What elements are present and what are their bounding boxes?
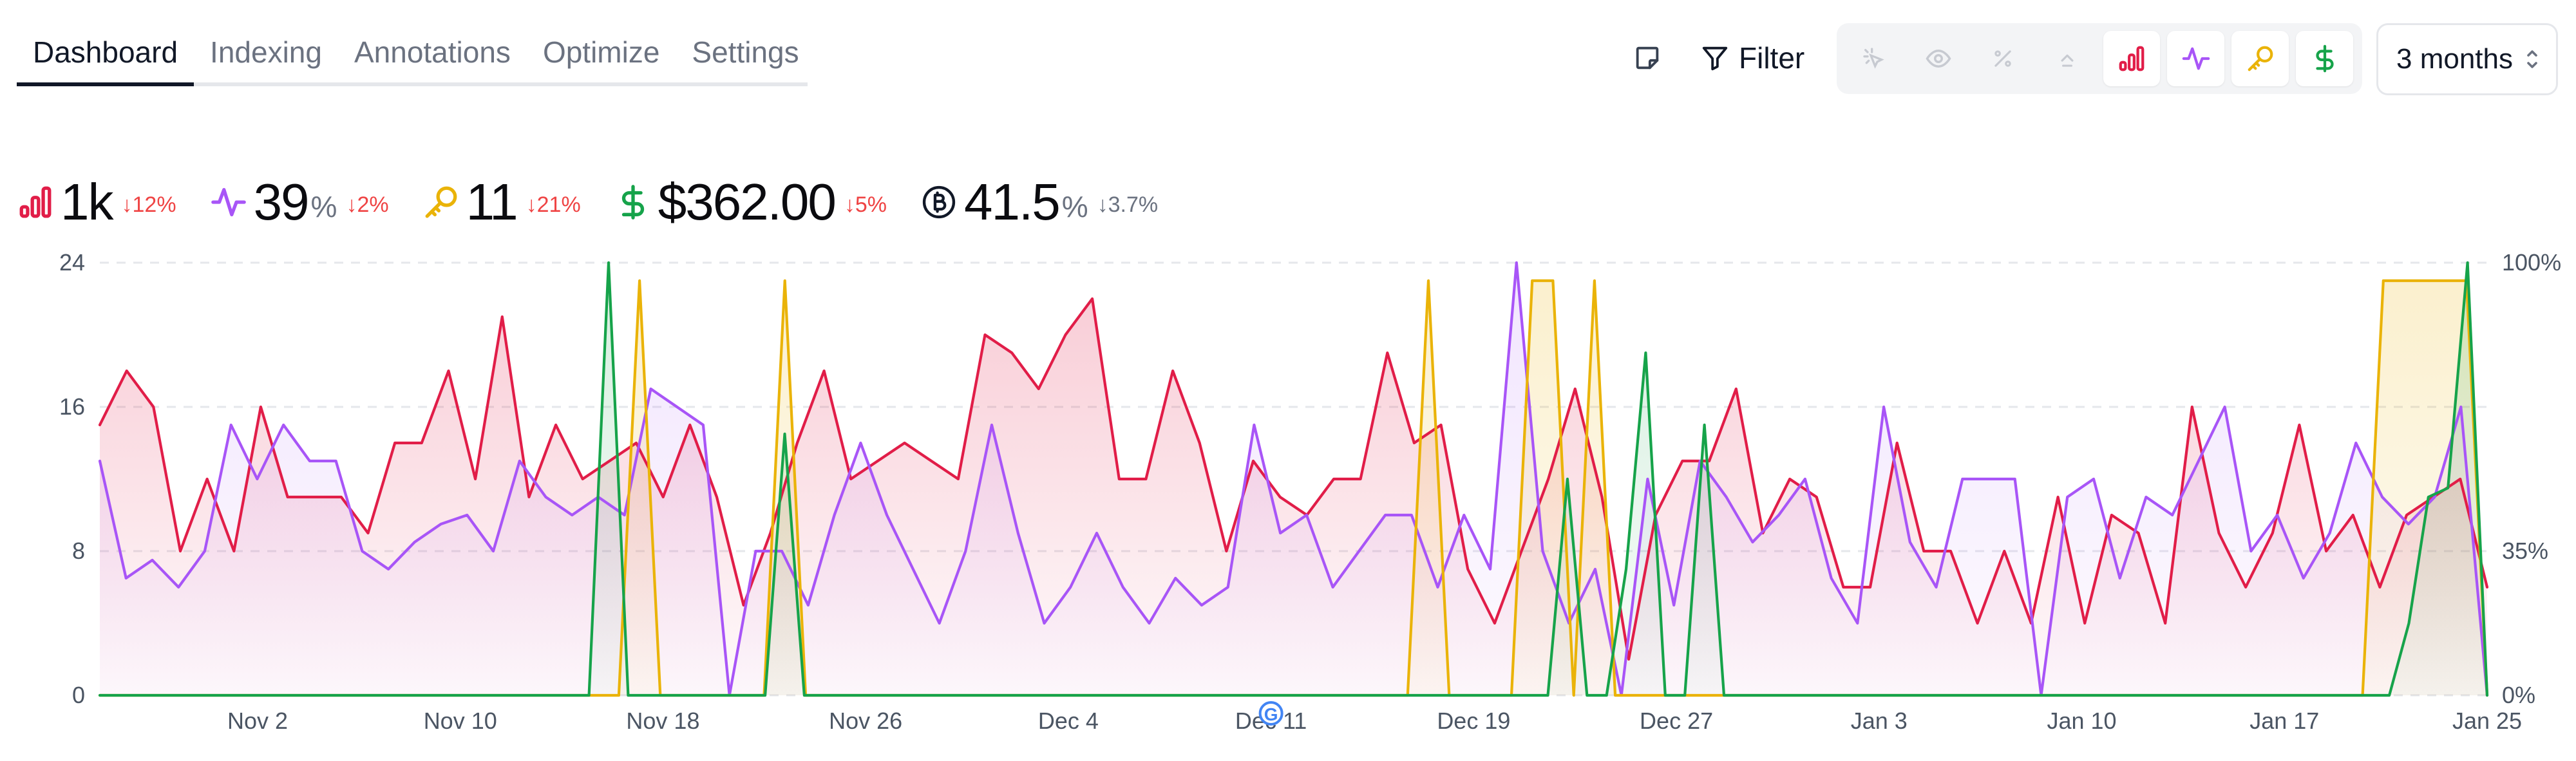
tab-optimize[interactable]: Optimize	[542, 35, 660, 69]
chevron-up-down-icon	[2527, 50, 2537, 68]
stat-keywords-delta: ↓21%	[526, 192, 581, 217]
x-tick-label: Dec 19	[1437, 708, 1510, 734]
stat-revenue-delta: ↓5%	[844, 192, 887, 217]
stat-pulse-value: 39	[253, 173, 310, 230]
stat-bitcoin: 41.5 % ↓3.7%	[920, 176, 1158, 228]
filter-icon	[1702, 46, 1728, 71]
stat-revenue: $362.00 ↓5%	[614, 176, 887, 228]
traffic-chart: 0 8 16 24 0% 35% 100% Nov 2 Nov 10 Nov 18 Nov 26 De…	[59, 249, 2561, 734]
stat-pulse-unit: %	[310, 190, 337, 223]
y2-tick-label: 100%	[2502, 249, 2561, 276]
pulse-icon	[211, 188, 246, 216]
dollar-icon	[621, 185, 644, 220]
series-area-purple	[100, 263, 2487, 695]
y-tick-label: 0	[72, 682, 85, 708]
dollar-icon	[2315, 44, 2334, 73]
stat-bitcoin-unit: %	[1061, 190, 1088, 223]
series-line-green	[98, 261, 2489, 697]
metric-toggle-group	[1837, 23, 2362, 94]
pulse-icon	[2182, 47, 2210, 70]
stat-pulse-delta: ↓2%	[346, 192, 389, 217]
toggle-clicks[interactable]	[1846, 31, 1903, 86]
main-tabs: Dashboard Indexing Annotations Optimize …	[17, 22, 808, 86]
eye-icon	[1926, 49, 1951, 68]
x-tick-label: Jan 3	[1851, 708, 1908, 734]
stat-pulse: 39 % ↓2%	[210, 176, 389, 228]
y-tick-label: 16	[59, 393, 85, 420]
x-tick-label: Nov 18	[626, 708, 699, 734]
x-tick-label: Dec 4	[1038, 708, 1099, 734]
stat-traffic: 1k ↓12%	[17, 176, 176, 228]
stat-bitcoin-value: 41.5	[964, 173, 1061, 230]
toggle-traffic[interactable]	[2103, 31, 2161, 86]
date-range-select[interactable]: 3 months	[2376, 23, 2558, 95]
x-tick-label: Dec 27	[1640, 708, 1713, 734]
y2-tick-label: 35%	[2502, 538, 2548, 564]
x-tick-label: Jan 10	[2047, 708, 2116, 734]
toggle-pulse[interactable]	[2167, 31, 2225, 86]
google-annotation-icon	[1258, 701, 1283, 726]
toggle-position[interactable]	[2039, 31, 2096, 86]
y-tick-label: 24	[59, 249, 85, 276]
date-range-label: 3 months	[2396, 43, 2513, 75]
filter-button[interactable]: Filter	[1700, 36, 1804, 80]
bitcoin-icon	[922, 185, 956, 219]
sticky-note-icon	[1636, 46, 1659, 70]
toggle-ctr[interactable]	[1975, 31, 2032, 86]
stat-traffic-value: 1k	[61, 173, 113, 230]
toggle-keywords[interactable]	[2231, 31, 2289, 86]
bar-chart-icon	[19, 186, 52, 218]
percent-icon	[1994, 50, 2011, 67]
stat-bitcoin-delta: ↓3.7%	[1097, 192, 1159, 217]
tab-settings[interactable]: Settings	[692, 35, 799, 69]
stat-traffic-delta: ↓12%	[121, 192, 176, 217]
note-button[interactable]	[1629, 40, 1665, 76]
position-icon	[2061, 54, 2074, 67]
tab-annotations[interactable]: Annotations	[354, 35, 511, 69]
stat-revenue-value: $362.00	[658, 173, 837, 230]
tab-indexing[interactable]: Indexing	[210, 35, 322, 69]
y-tick-label: 8	[72, 538, 85, 564]
x-tick-label: Nov 10	[424, 708, 497, 734]
x-tick-label: Nov 2	[227, 708, 288, 734]
key-icon	[425, 186, 457, 218]
series-line-purple	[98, 261, 2489, 697]
x-tick-label: Jan 17	[2249, 708, 2319, 734]
toggle-revenue[interactable]	[2296, 31, 2353, 86]
x-tick-label: Nov 26	[829, 708, 902, 734]
stats-row: 1k ↓12% 39 % ↓2% 11 ↓21% $362.00 ↓5%	[17, 170, 1191, 234]
toggle-impressions[interactable]	[1910, 31, 1967, 86]
series-line-red	[98, 297, 2489, 661]
y2-tick-label: 0%	[2502, 682, 2535, 708]
stat-keywords: 11 ↓21%	[422, 176, 581, 228]
x-tick-label: Jan 25	[2452, 708, 2522, 734]
key-icon	[2248, 46, 2273, 71]
tab-dashboard[interactable]: Dashboard	[17, 22, 194, 86]
bar-chart-icon	[2119, 46, 2145, 71]
filter-label: Filter	[1739, 41, 1805, 75]
google-annotation-label: G	[1264, 704, 1278, 724]
clicks-icon	[1863, 48, 1885, 69]
stat-keywords-value: 11	[466, 173, 518, 230]
